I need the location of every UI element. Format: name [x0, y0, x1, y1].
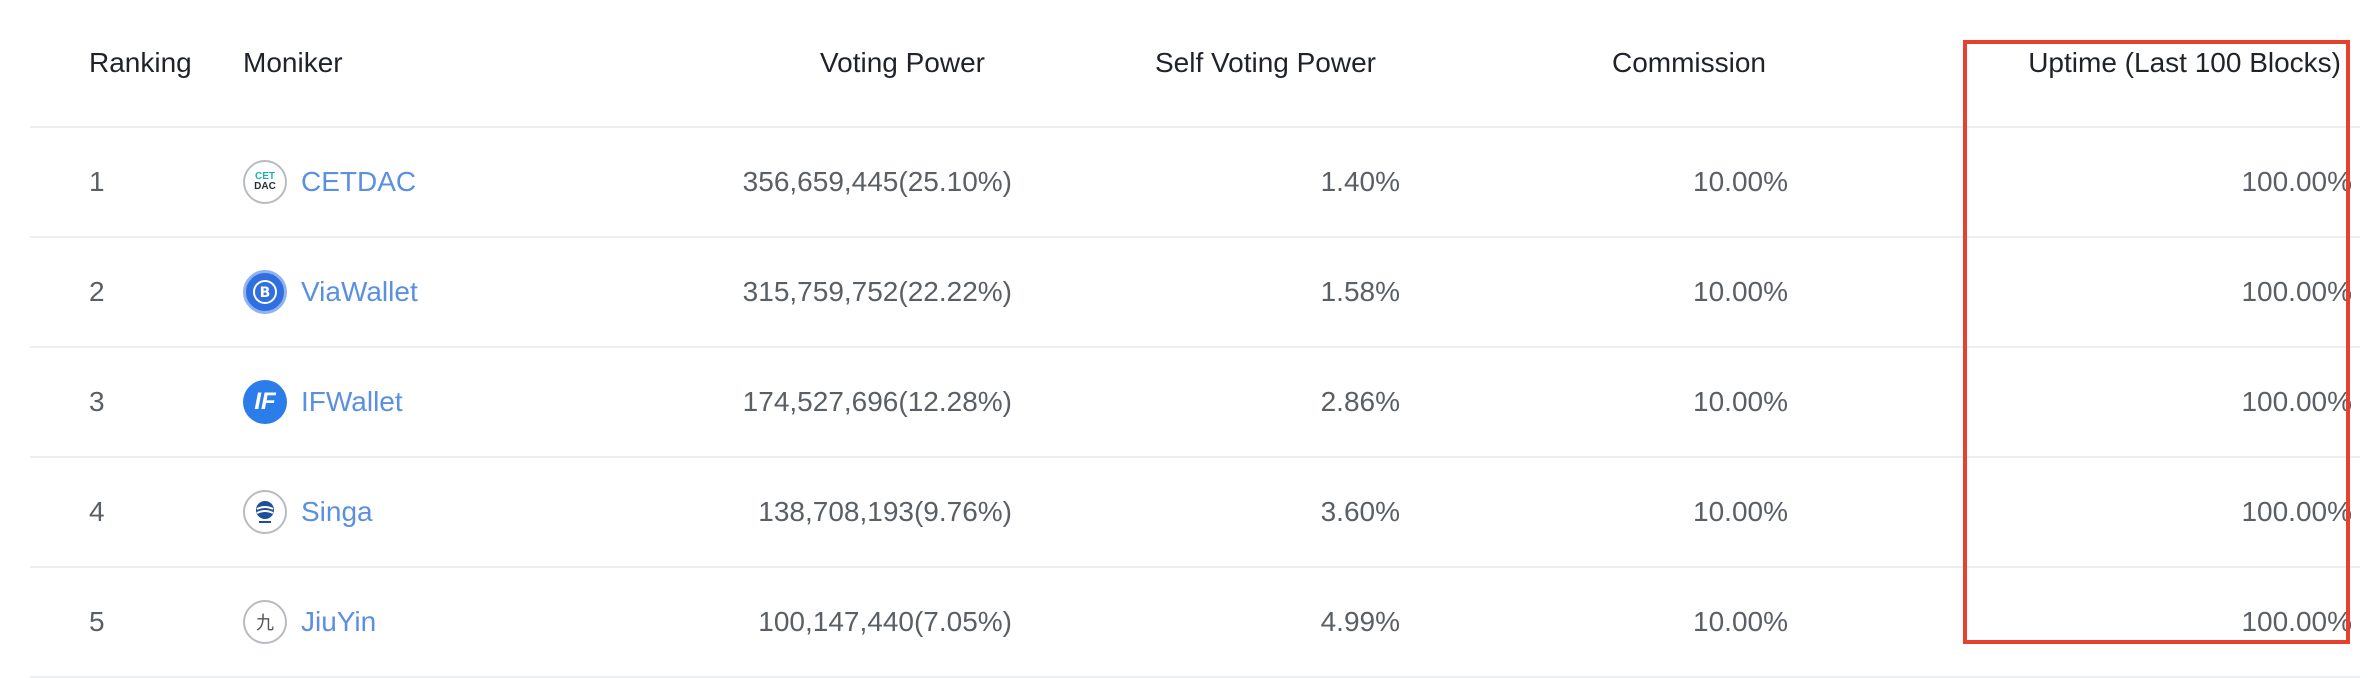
uptime-cell: 100.00%: [2241, 276, 2352, 307]
ifwallet-logo-icon: IF: [243, 380, 287, 424]
uptime-cell: 100.00%: [2241, 606, 2352, 637]
svg-text:B: B: [260, 285, 271, 301]
rank-cell: 4: [89, 496, 105, 527]
table-row[interactable]: 3 IF IFWallet 174,527,696(12.28%) 2.86% …: [30, 348, 2360, 458]
commission-cell: 10.00%: [1693, 606, 1788, 637]
table-header: Ranking Moniker Voting Power Self Voting…: [30, 0, 2360, 128]
header-ranking[interactable]: Ranking: [89, 47, 192, 78]
cetdac-logo-top: CET: [255, 171, 275, 182]
viawallet-logo-icon: B: [243, 270, 287, 314]
rank-cell: 3: [89, 386, 105, 417]
rank-cell: 1: [89, 166, 105, 197]
commission-cell: 10.00%: [1693, 496, 1788, 527]
commission-cell: 10.00%: [1693, 276, 1788, 307]
table-row[interactable]: 5 九 JiuYin 100,147,440(7.05%) 4.99% 10.0…: [30, 568, 2360, 678]
voting-power-cell: 174,527,696(12.28%): [742, 386, 1012, 417]
voting-power-cell: 100,147,440(7.05%): [758, 606, 1012, 637]
header-voting-power[interactable]: Voting Power: [820, 47, 985, 78]
table-row[interactable]: 4 Singa 138,708,193(9.76%) 3.60% 10.00% …: [30, 458, 2360, 568]
self-voting-power-cell: 1.58%: [1320, 276, 1400, 307]
moniker-cell[interactable]: 九 JiuYin: [243, 568, 376, 676]
uptime-cell: 100.00%: [2241, 166, 2352, 197]
voting-power-cell: 138,708,193(9.76%): [758, 496, 1012, 527]
moniker-cell[interactable]: Singa: [243, 458, 373, 566]
moniker-cell[interactable]: B ViaWallet: [243, 238, 418, 346]
moniker-link[interactable]: ViaWallet: [301, 276, 418, 307]
table-row[interactable]: 2 B ViaWallet 315,759,752(22.22%) 1.58% …: [30, 238, 2360, 348]
cetdac-logo-bottom: DAC: [254, 181, 276, 192]
table-row[interactable]: 1 CET DAC CETDAC 356,659,445(25.10%) 1.4…: [30, 128, 2360, 238]
uptime-cell: 100.00%: [2241, 386, 2352, 417]
moniker-cell[interactable]: CET DAC CETDAC: [243, 128, 416, 236]
uptime-cell: 100.00%: [2241, 496, 2352, 527]
voting-power-cell: 315,759,752(22.22%): [742, 276, 1012, 307]
rank-cell: 5: [89, 606, 105, 637]
self-voting-power-cell: 3.60%: [1320, 496, 1400, 527]
rank-cell: 2: [89, 276, 105, 307]
validators-table: Ranking Moniker Voting Power Self Voting…: [30, 0, 2360, 678]
moniker-cell[interactable]: IF IFWallet: [243, 348, 403, 456]
voting-power-cell: 356,659,445(25.10%): [742, 166, 1012, 197]
header-moniker[interactable]: Moniker: [243, 47, 343, 78]
self-voting-power-cell: 2.86%: [1320, 386, 1400, 417]
moniker-link[interactable]: JiuYin: [301, 606, 377, 637]
moniker-link[interactable]: Singa: [301, 496, 373, 527]
moniker-link[interactable]: IFWallet: [301, 386, 403, 417]
jiuyin-logo-icon: 九: [243, 600, 287, 644]
singa-logo-icon: [243, 490, 287, 534]
commission-cell: 10.00%: [1693, 166, 1788, 197]
header-commission[interactable]: Commission: [1611, 47, 1766, 78]
commission-cell: 10.00%: [1693, 386, 1788, 417]
self-voting-power-cell: 4.99%: [1320, 606, 1400, 637]
cetdac-logo-icon: CET DAC: [243, 160, 287, 204]
header-uptime[interactable]: Uptime (Last 100 Blocks): [2028, 47, 2341, 78]
moniker-link[interactable]: CETDAC: [301, 166, 417, 197]
self-voting-power-cell: 1.40%: [1320, 166, 1400, 197]
header-self-voting-power[interactable]: Self Voting Power: [1154, 47, 1376, 78]
